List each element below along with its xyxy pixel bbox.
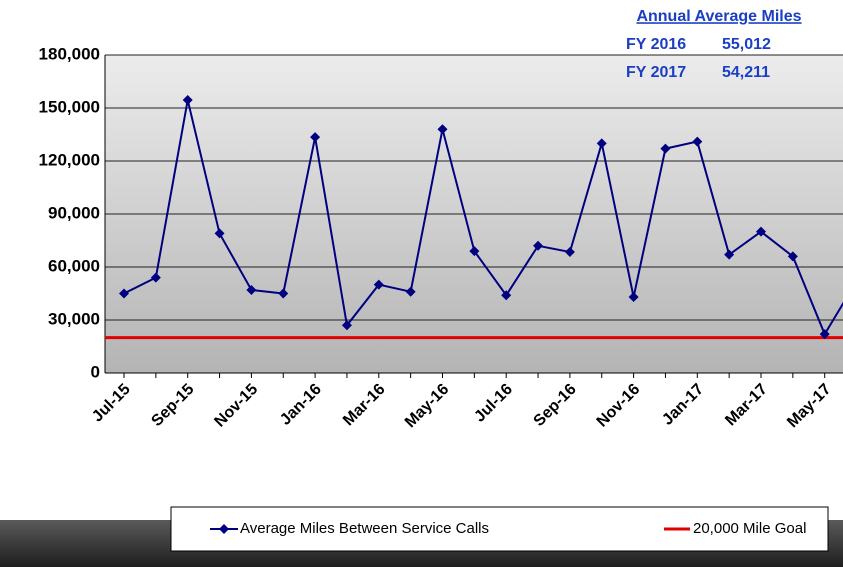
marker <box>437 124 448 135</box>
marker <box>501 290 512 301</box>
marker <box>660 143 671 154</box>
annotation-label: FY 2016 <box>626 36 686 53</box>
x-tick-label: Mar-16 <box>340 381 389 430</box>
marker <box>469 246 480 257</box>
x-tick-label: Jul-15 <box>89 381 134 426</box>
legend <box>170 506 829 552</box>
annotation-value: 54,211 <box>722 64 770 81</box>
series-line <box>123 99 843 337</box>
y-tick-label: 60,000 <box>48 256 100 275</box>
marker <box>405 286 416 297</box>
y-tick-label: 0 <box>91 362 100 381</box>
x-tick-label: Nov-15 <box>211 381 261 431</box>
marker <box>564 246 575 257</box>
marker <box>628 292 639 303</box>
x-tick-label: Sep-15 <box>148 381 197 430</box>
legend-label: Average Miles Between Service Calls <box>240 520 489 537</box>
y-tick-label: 30,000 <box>48 309 100 328</box>
marker <box>341 320 352 331</box>
x-tick-label: Mar-17 <box>722 381 771 430</box>
x-tick-label: Jan-16 <box>277 381 325 429</box>
x-tick-label: Jul-16 <box>471 381 516 426</box>
annotation-label: FY 2017 <box>626 64 686 81</box>
x-tick-label: May-16 <box>402 381 452 431</box>
marker <box>214 228 225 239</box>
y-tick-label: 180,000 <box>39 44 100 63</box>
marker <box>692 136 703 147</box>
marker <box>182 95 193 106</box>
y-tick-label: 150,000 <box>39 97 100 116</box>
annotation-title: Annual Average Miles <box>636 8 801 25</box>
marker <box>533 240 544 251</box>
marker <box>724 249 735 260</box>
marker <box>150 272 161 283</box>
marker <box>119 288 129 299</box>
x-tick-label: Jan-17 <box>659 381 707 429</box>
x-tick-label: Nov-16 <box>594 381 644 431</box>
marker <box>246 284 257 295</box>
annotation-value: 55,012 <box>722 36 771 53</box>
y-tick-label: 90,000 <box>48 203 100 222</box>
marker <box>596 138 607 149</box>
legend-label: 20,000 Mile Goal <box>693 520 806 537</box>
legend-marker <box>219 524 229 534</box>
y-tick-label: 120,000 <box>39 150 100 169</box>
x-tick-label: Sep-16 <box>531 381 580 430</box>
marker <box>787 251 798 262</box>
marker <box>310 132 321 143</box>
marker <box>278 288 289 299</box>
marker <box>819 329 830 340</box>
x-tick-label: May-17 <box>784 381 834 431</box>
marker <box>373 279 384 290</box>
marker <box>756 226 766 237</box>
